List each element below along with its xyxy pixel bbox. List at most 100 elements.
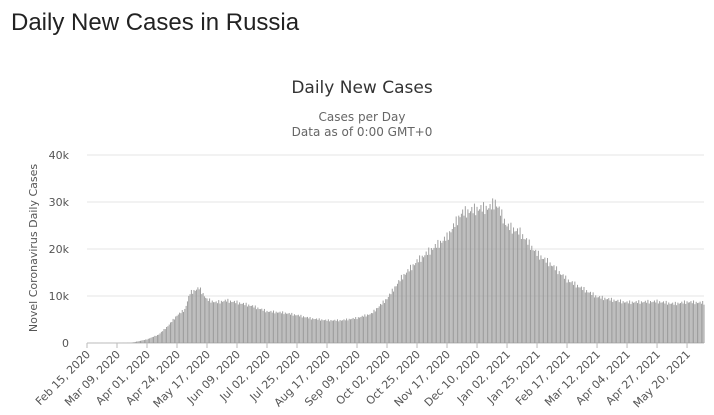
bar xyxy=(633,302,635,343)
bar xyxy=(483,202,485,343)
bar xyxy=(201,294,203,343)
bar xyxy=(338,321,340,343)
bar xyxy=(265,312,267,343)
bar xyxy=(227,298,229,343)
bar xyxy=(509,230,511,343)
bar xyxy=(540,255,542,343)
bar xyxy=(605,299,607,343)
bar xyxy=(352,317,354,343)
bar xyxy=(355,317,357,343)
bar xyxy=(530,249,531,343)
bar xyxy=(417,262,419,343)
bar xyxy=(233,300,235,343)
bar xyxy=(314,319,316,343)
bar xyxy=(479,209,481,343)
bar xyxy=(562,274,564,343)
bar xyxy=(159,333,161,343)
bar xyxy=(190,289,192,343)
bar xyxy=(177,314,179,343)
bar xyxy=(537,250,539,343)
bar xyxy=(261,308,263,343)
bar xyxy=(423,257,425,343)
bar xyxy=(166,326,168,343)
bar xyxy=(359,317,361,343)
y-axis-label: Novel Coronavirus Daily Cases xyxy=(27,164,40,332)
bar xyxy=(348,318,350,343)
bars xyxy=(93,198,705,344)
bar xyxy=(424,255,426,343)
bar xyxy=(376,308,378,343)
bar xyxy=(211,300,213,343)
bar xyxy=(567,279,569,343)
bar xyxy=(631,301,633,343)
bar xyxy=(398,280,400,343)
bar xyxy=(327,319,329,343)
bar xyxy=(218,300,220,343)
bar xyxy=(680,303,681,343)
bar xyxy=(699,301,701,343)
bar xyxy=(592,292,594,343)
bar xyxy=(511,233,513,343)
bar xyxy=(162,331,164,343)
bar xyxy=(155,335,157,343)
bar xyxy=(426,254,428,343)
bar xyxy=(153,336,154,343)
bar xyxy=(198,289,200,343)
bar xyxy=(140,340,141,343)
bar xyxy=(447,239,449,343)
bar xyxy=(545,262,547,343)
bar xyxy=(219,303,221,343)
bar xyxy=(664,303,666,343)
bar xyxy=(173,319,175,343)
bar xyxy=(629,300,631,343)
bar xyxy=(660,302,662,343)
bar xyxy=(515,231,517,343)
bar xyxy=(502,223,504,343)
bar xyxy=(490,209,492,343)
bar xyxy=(150,337,152,343)
bar xyxy=(458,215,460,343)
bar xyxy=(471,206,473,343)
bar xyxy=(377,307,379,343)
bar xyxy=(244,305,246,343)
bar xyxy=(309,317,311,343)
bar xyxy=(603,300,605,343)
bar xyxy=(357,317,359,343)
bar xyxy=(266,310,268,343)
bar xyxy=(449,231,451,343)
bar xyxy=(583,287,585,343)
bar xyxy=(601,295,603,343)
bar xyxy=(584,292,586,343)
bar xyxy=(445,240,447,343)
bar xyxy=(646,302,648,343)
bar xyxy=(290,314,291,343)
bar xyxy=(382,300,384,343)
bar xyxy=(593,297,595,343)
bar xyxy=(299,316,301,343)
bar xyxy=(498,206,500,343)
bar xyxy=(406,272,408,343)
bar xyxy=(411,270,413,343)
bar xyxy=(378,306,380,343)
bar xyxy=(132,342,134,343)
bar xyxy=(146,339,148,343)
bar xyxy=(505,224,507,343)
bar xyxy=(399,281,401,343)
bar xyxy=(390,294,392,343)
bar xyxy=(613,299,615,343)
bar xyxy=(141,340,143,343)
bar xyxy=(500,215,501,343)
bar xyxy=(292,315,294,343)
bar xyxy=(245,302,247,343)
bar xyxy=(258,309,260,343)
bar xyxy=(304,317,306,343)
bar xyxy=(374,311,376,343)
bar xyxy=(273,310,275,343)
bar xyxy=(262,310,264,343)
bar xyxy=(222,301,224,343)
bar xyxy=(263,308,265,343)
bar xyxy=(342,320,344,343)
bar xyxy=(373,309,375,343)
bar xyxy=(440,240,441,343)
bar xyxy=(368,314,370,343)
